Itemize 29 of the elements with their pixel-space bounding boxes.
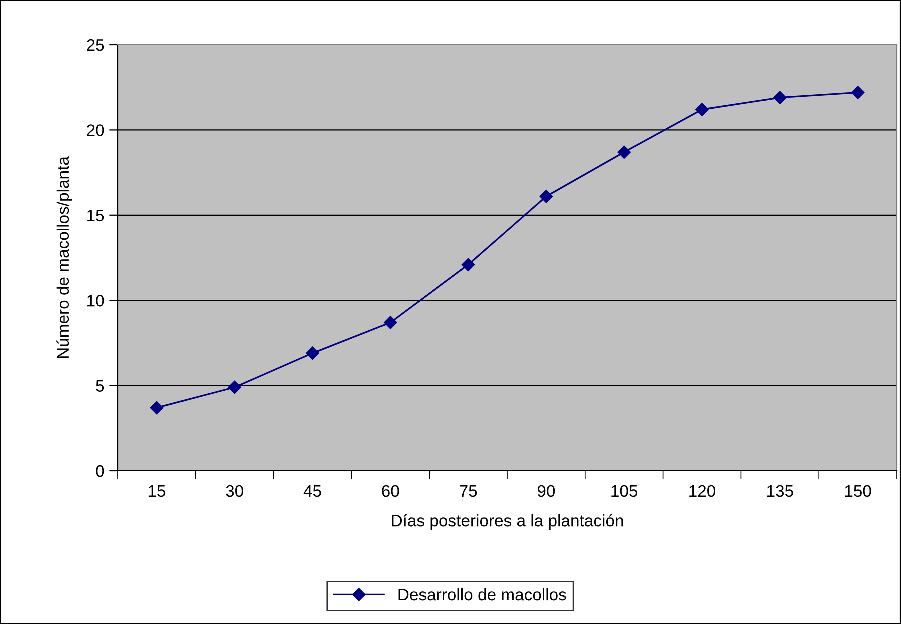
x-tick-label: 75: [460, 486, 478, 498]
y-axis-title: Número de macollos/planta: [56, 156, 72, 358]
y-tick-label: 20: [87, 124, 104, 136]
y-tick-label: 0: [96, 465, 104, 478]
legend-label: Desarrollo de macollos: [398, 588, 566, 601]
point: [618, 146, 631, 159]
y-tick-label: 15: [88, 210, 104, 222]
point: [774, 91, 787, 104]
point: [384, 316, 398, 330]
point: [696, 103, 709, 116]
y-tick-label: 10: [88, 295, 104, 307]
x-tick-label: 30: [226, 485, 244, 498]
point: [851, 86, 865, 100]
x-tick-label: 60: [382, 485, 400, 498]
point: [228, 380, 242, 394]
point: [540, 190, 554, 204]
x-tick-label: 15: [148, 486, 166, 498]
x-tick-label: 135: [768, 485, 794, 498]
point: [462, 258, 476, 272]
y-tick-label: 25: [87, 39, 104, 52]
point: [306, 346, 320, 360]
x-tick-label: 90: [538, 485, 556, 498]
x-tick-label: 120: [690, 485, 716, 498]
point: [150, 401, 164, 415]
x-tick-label: 105: [612, 485, 638, 498]
x-tick-label: 45: [304, 486, 322, 498]
y-tick-label: 5: [96, 380, 104, 392]
x-axis-title: Días posteriores a la plantación: [392, 514, 624, 530]
x-tick-label: 150: [845, 485, 872, 498]
